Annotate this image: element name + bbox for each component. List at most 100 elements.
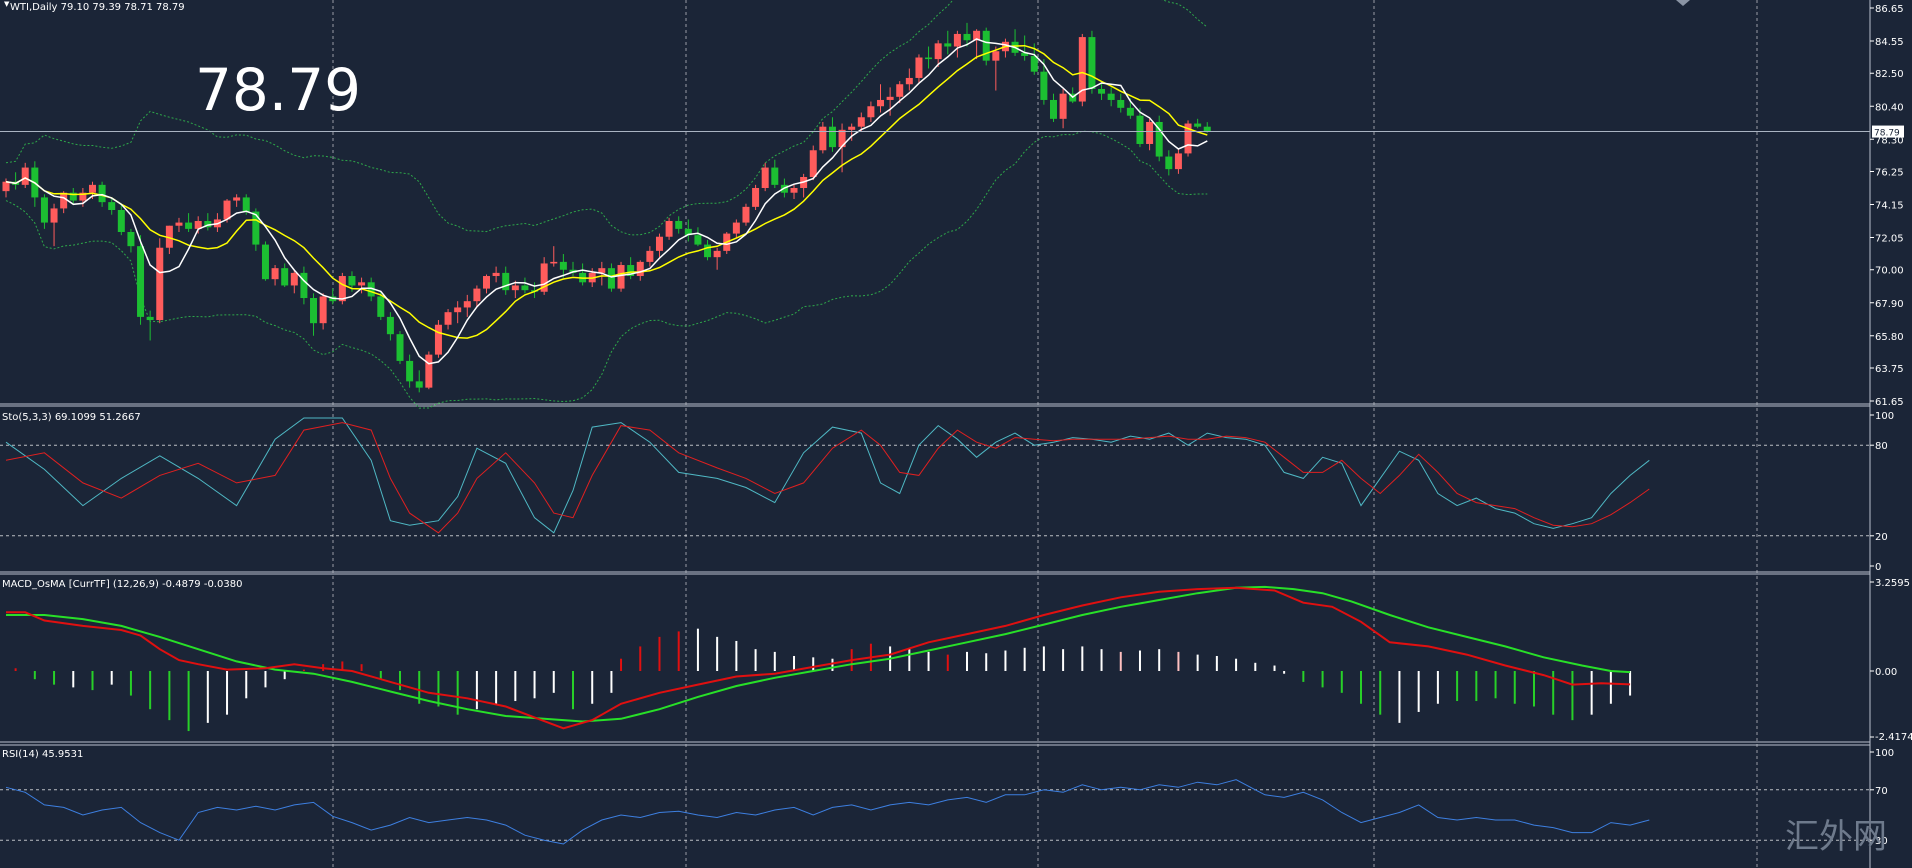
macd-pane[interactable]: MACD_OsMA [CurrTF] (12,26,9) -0.4879 -0.…	[2, 578, 1912, 743]
candle-body	[348, 276, 356, 286]
candle-body	[463, 301, 471, 308]
candle-body	[40, 197, 48, 223]
candle-body	[1078, 37, 1086, 102]
candle-body	[50, 208, 58, 223]
candle-body	[88, 184, 96, 193]
candle-body	[204, 221, 212, 228]
candle-body	[454, 307, 462, 313]
candle-body	[1117, 99, 1125, 108]
macd-axis: 3.2595 0.00 -2.4174	[1870, 578, 1912, 743]
rsi-axis: 100 70 30	[1870, 748, 1894, 847]
candle-body	[165, 225, 173, 248]
price-tick-label: 70.00	[1875, 266, 1904, 277]
candle-body	[617, 265, 625, 289]
candle-body	[1021, 52, 1029, 56]
price-tag-label: 78.79	[1874, 129, 1900, 139]
stochastic-axis: 100 80 20 0	[1870, 411, 1894, 573]
stochastic-pane[interactable]: Sto(5,3,3) 69.1099 51.2667 100 80 20 0	[0, 411, 1894, 573]
price-pane[interactable]: 78.79 86.65 84.55 82.50 80.40 78.30 76.25 74.1…	[0, 0, 1904, 409]
candle-body	[973, 30, 981, 41]
candle-body	[434, 324, 442, 355]
macd-tick-label: 3.2595	[1875, 578, 1910, 589]
stochastic-lines	[5, 417, 1650, 534]
candle-body	[117, 210, 125, 233]
candle-body	[1184, 123, 1192, 154]
rsi-title: RSI(14) 45.9531	[2, 749, 83, 760]
candle-body	[665, 221, 673, 237]
candle-body	[790, 187, 798, 193]
candle-body	[290, 272, 298, 286]
candle-body	[819, 126, 827, 151]
candle-body	[559, 261, 567, 270]
candle-body	[963, 33, 971, 41]
stochastic-main-line	[5, 417, 1650, 534]
candle-body	[867, 106, 875, 118]
rsi-pane[interactable]: RSI(14) 45.9531 100 70 30	[0, 748, 1894, 847]
candle-body	[1155, 121, 1163, 157]
candle-body	[646, 250, 654, 262]
candle-body	[607, 268, 615, 289]
candle-body	[915, 57, 923, 78]
candle-body	[982, 30, 990, 61]
stochastic-signal-line	[5, 422, 1650, 534]
price-axis: 86.65 84.55 82.50 80.40 78.30 76.25 74.15 72.05…	[1870, 4, 1904, 408]
candle-body	[540, 263, 548, 292]
candle-body	[550, 261, 558, 264]
candle-body	[809, 150, 817, 177]
candlesticks	[2, 22, 1211, 393]
candle-body	[511, 285, 519, 291]
rsi-tick-label: 70	[1875, 786, 1888, 797]
candle-body	[1136, 115, 1144, 144]
price-tick-label: 63.75	[1875, 364, 1904, 375]
candle-body	[684, 228, 692, 236]
chart-shift-marker-icon[interactable]	[1676, 0, 1690, 6]
price-tick-label: 84.55	[1875, 37, 1904, 48]
collapse-triangle-icon[interactable]: ▼	[4, 0, 10, 8]
current-price-line: 78.79	[0, 125, 1904, 139]
candle-body	[953, 33, 961, 47]
candle-body	[886, 96, 894, 100]
candle-body	[627, 265, 635, 277]
candle-body	[1203, 126, 1211, 132]
stochastic-tick-label: 20	[1875, 532, 1888, 543]
candle-body	[877, 99, 885, 107]
candle-body	[1088, 37, 1096, 89]
candle-body	[425, 354, 433, 388]
candle-body	[704, 244, 712, 258]
candle-body	[60, 192, 68, 209]
price-tick-label: 82.50	[1875, 69, 1904, 80]
fast-ma-line	[5, 38, 1208, 365]
candle-body	[934, 43, 942, 60]
stochastic-tick-label: 100	[1875, 411, 1894, 422]
upper-band-line	[5, 0, 1208, 236]
candle-body	[636, 261, 644, 277]
candle-body	[98, 184, 106, 203]
candle-body	[1040, 71, 1048, 100]
candle-body	[1098, 88, 1106, 94]
rsi-line	[5, 779, 1650, 845]
candle-body	[242, 197, 250, 212]
price-tag-box	[1872, 125, 1904, 138]
price-tick-label: 72.05	[1875, 234, 1904, 245]
candle-body	[367, 282, 375, 297]
candle-body	[233, 197, 241, 201]
candle-body	[137, 246, 145, 317]
rsi-tick-label: 30	[1875, 836, 1888, 847]
candle-body	[992, 51, 1000, 61]
price-tick-label: 61.65	[1875, 397, 1904, 408]
candle-body	[127, 232, 135, 247]
candle-body	[473, 288, 481, 302]
candle-body	[444, 312, 452, 325]
rsi-tick-label: 100	[1875, 748, 1894, 759]
shift-marker-shape	[1676, 0, 1690, 6]
candle-body	[655, 236, 663, 251]
candle-body	[406, 360, 414, 382]
candle-body	[2, 181, 10, 192]
rsi-value-line	[5, 779, 1650, 845]
price-tick-label: 76.25	[1875, 167, 1904, 178]
candle-body	[492, 272, 500, 277]
candle-body	[502, 272, 510, 291]
candle-body	[194, 221, 202, 229]
candle-body	[838, 129, 846, 148]
